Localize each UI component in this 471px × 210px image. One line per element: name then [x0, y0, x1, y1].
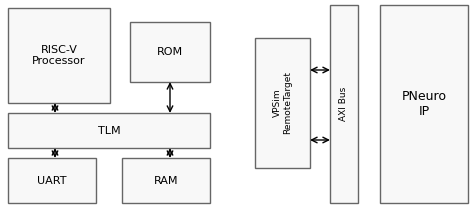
Text: TLM: TLM [97, 126, 120, 135]
Text: RAM: RAM [154, 176, 178, 185]
Text: AXI Bus: AXI Bus [340, 87, 349, 121]
Bar [330, 5, 358, 203]
Bar [8, 158, 96, 203]
Bar [122, 158, 210, 203]
Bar [8, 8, 110, 103]
Bar [380, 5, 468, 203]
Bar [8, 113, 210, 148]
Bar [255, 38, 310, 168]
Text: PNeuro
IP: PNeuro IP [401, 90, 447, 118]
Text: ROM: ROM [157, 47, 183, 57]
Text: UART: UART [37, 176, 67, 185]
Bar [130, 22, 210, 82]
Text: VPSim
RemoteTarget: VPSim RemoteTarget [273, 71, 292, 134]
Text: RISC-V
Processor: RISC-V Processor [32, 45, 86, 66]
